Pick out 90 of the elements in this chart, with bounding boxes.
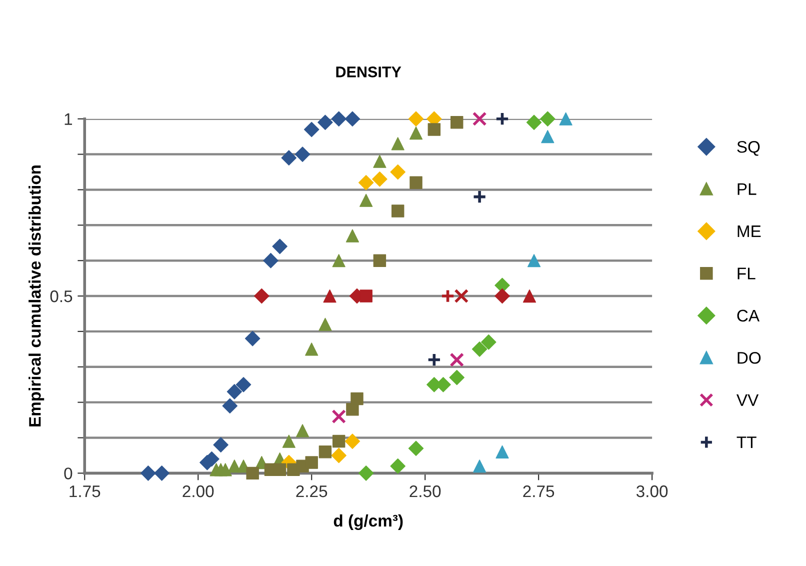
point <box>263 252 278 268</box>
x-tick-label: 2.75 <box>523 485 554 498</box>
point <box>273 463 286 476</box>
point <box>494 288 510 304</box>
legend-label: TT <box>736 436 756 448</box>
x-tick-label: 2.50 <box>410 485 441 498</box>
point <box>244 330 260 346</box>
point <box>391 204 404 218</box>
point <box>360 194 373 207</box>
point <box>408 111 424 126</box>
point <box>331 111 346 126</box>
point <box>449 370 464 386</box>
point <box>332 409 346 424</box>
point <box>390 164 406 180</box>
point <box>282 434 296 448</box>
legend-label: SQ <box>737 140 760 156</box>
point <box>454 288 469 304</box>
point <box>226 384 242 400</box>
point <box>140 466 156 481</box>
point <box>522 289 536 303</box>
point <box>472 342 488 357</box>
point <box>440 288 455 304</box>
point <box>559 112 572 126</box>
point <box>541 130 554 144</box>
point <box>305 342 318 356</box>
x-tick-label: 2.25 <box>296 485 328 498</box>
point <box>358 175 374 190</box>
chart-title: DENSITY <box>336 66 402 78</box>
point <box>372 171 388 187</box>
y-tick-label: 0 <box>64 468 72 480</box>
point <box>323 289 336 303</box>
point <box>408 440 424 456</box>
point <box>527 254 541 268</box>
legend-label: VV <box>736 394 759 406</box>
point <box>373 254 386 267</box>
point <box>450 352 464 367</box>
point <box>428 123 441 136</box>
point <box>296 424 310 438</box>
point <box>272 238 288 254</box>
point <box>540 111 556 126</box>
point <box>154 466 170 481</box>
point <box>344 434 360 449</box>
point <box>331 448 346 464</box>
point <box>350 392 364 406</box>
legend-label: ME <box>738 226 761 238</box>
point <box>346 229 360 242</box>
point <box>222 398 238 414</box>
point <box>391 137 404 150</box>
point <box>213 437 228 452</box>
point <box>472 190 487 204</box>
x-tick-label: 3.00 <box>636 485 668 498</box>
point <box>304 122 320 138</box>
point <box>218 463 232 476</box>
legend-label: DO <box>738 352 761 364</box>
point <box>472 112 487 126</box>
point <box>246 466 259 480</box>
y-axis-title: Empirical cumulative distribution <box>28 166 44 426</box>
point <box>390 458 406 474</box>
point <box>481 334 496 350</box>
point <box>495 112 510 126</box>
point <box>450 116 464 129</box>
x-tick-label: 1.75 <box>70 486 100 498</box>
point <box>526 114 542 130</box>
point <box>344 111 360 126</box>
point <box>318 446 332 458</box>
point <box>426 352 442 367</box>
point <box>410 176 422 189</box>
y-tick-label: 0.5 <box>50 290 72 302</box>
point <box>496 445 509 458</box>
point <box>346 403 359 416</box>
point <box>281 150 297 166</box>
point <box>236 376 252 392</box>
point <box>358 466 374 481</box>
point <box>318 114 333 130</box>
point <box>332 254 346 268</box>
point <box>360 290 372 302</box>
point <box>409 126 423 140</box>
x-tick-label: 2.00 <box>182 485 214 498</box>
point <box>254 288 270 304</box>
point <box>318 318 332 331</box>
legend-label: CA <box>737 310 760 322</box>
y-tick-label: 1 <box>64 113 72 125</box>
point <box>294 146 310 162</box>
point <box>373 154 386 168</box>
point <box>332 434 346 448</box>
point <box>305 456 318 469</box>
point <box>472 460 486 473</box>
legend-label: PL <box>738 183 756 195</box>
legend-label: FL <box>738 268 756 280</box>
x-axis-title: d (g/cm³) <box>334 514 403 530</box>
